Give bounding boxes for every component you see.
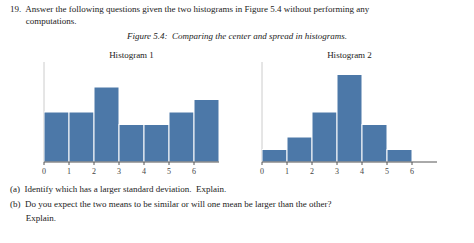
- bar: [94, 87, 119, 162]
- x-tick: [169, 162, 170, 165]
- x-tick: [362, 162, 363, 165]
- x-tick-label: 0: [42, 167, 46, 176]
- x-tick: [387, 162, 388, 165]
- bar: [337, 75, 362, 163]
- x-tick-label: 0: [260, 167, 264, 176]
- bar: [262, 150, 287, 163]
- bars: [262, 75, 412, 163]
- bar: [119, 125, 144, 163]
- x-tick-label: 2: [92, 167, 96, 176]
- histogram-panel: Histogram 2 0 1 2 3 4 5 6: [260, 50, 437, 176]
- x-tick-label: 3: [117, 167, 121, 176]
- bar: [144, 125, 169, 163]
- histogram-panel: Histogram 1 0 1 2 3 4 5 6: [42, 50, 219, 176]
- x-tick: [194, 162, 195, 165]
- x-tick: [287, 162, 288, 165]
- bar: [387, 150, 412, 163]
- x-tick: [337, 162, 338, 165]
- x-tick: [144, 162, 145, 165]
- bar: [169, 112, 194, 162]
- x-tick-label: 3: [335, 167, 339, 176]
- chart-title: Histogram 1: [109, 50, 154, 60]
- x-tick-label: 1: [285, 167, 289, 176]
- bar: [362, 125, 387, 163]
- question-text: (a) Identify which has a larger standard…: [10, 184, 226, 194]
- x-tick: [69, 162, 70, 165]
- figure: 19. Answer the following questions given…: [0, 0, 474, 243]
- x-tick-label: 1: [67, 167, 71, 176]
- x-tick-label: 2: [310, 167, 314, 176]
- y-axis-line: [262, 62, 263, 162]
- bar: [44, 112, 69, 162]
- x-tick: [44, 162, 45, 165]
- x-tick-label: 5: [167, 167, 171, 176]
- figure-title: Figure 5.4: Comparing the center and spr…: [126, 31, 347, 41]
- bar: [194, 100, 219, 163]
- bar: [312, 112, 337, 162]
- chart-title: Histogram 2: [327, 50, 372, 60]
- question-text: (b) Do you expect the two means to be si…: [10, 199, 331, 209]
- question-text: 19. Answer the following questions given…: [10, 4, 370, 14]
- x-tick-label: 6: [410, 167, 414, 176]
- x-tick-label: 5: [385, 167, 389, 176]
- x-tick: [412, 162, 413, 165]
- question-text: computations.: [10, 16, 77, 26]
- bar: [287, 137, 312, 162]
- x-tick: [94, 162, 95, 165]
- bars: [44, 87, 219, 162]
- bar: [69, 112, 94, 162]
- question-text: Explain.: [10, 213, 56, 223]
- x-tick-label: 6: [192, 167, 196, 176]
- x-tick-label: 4: [360, 167, 364, 176]
- x-tick-label: 4: [142, 167, 146, 176]
- x-axis-line: [262, 162, 437, 163]
- x-tick: [119, 162, 120, 165]
- x-tick: [262, 162, 263, 165]
- x-tick: [312, 162, 313, 165]
- x-axis-line: [44, 162, 219, 163]
